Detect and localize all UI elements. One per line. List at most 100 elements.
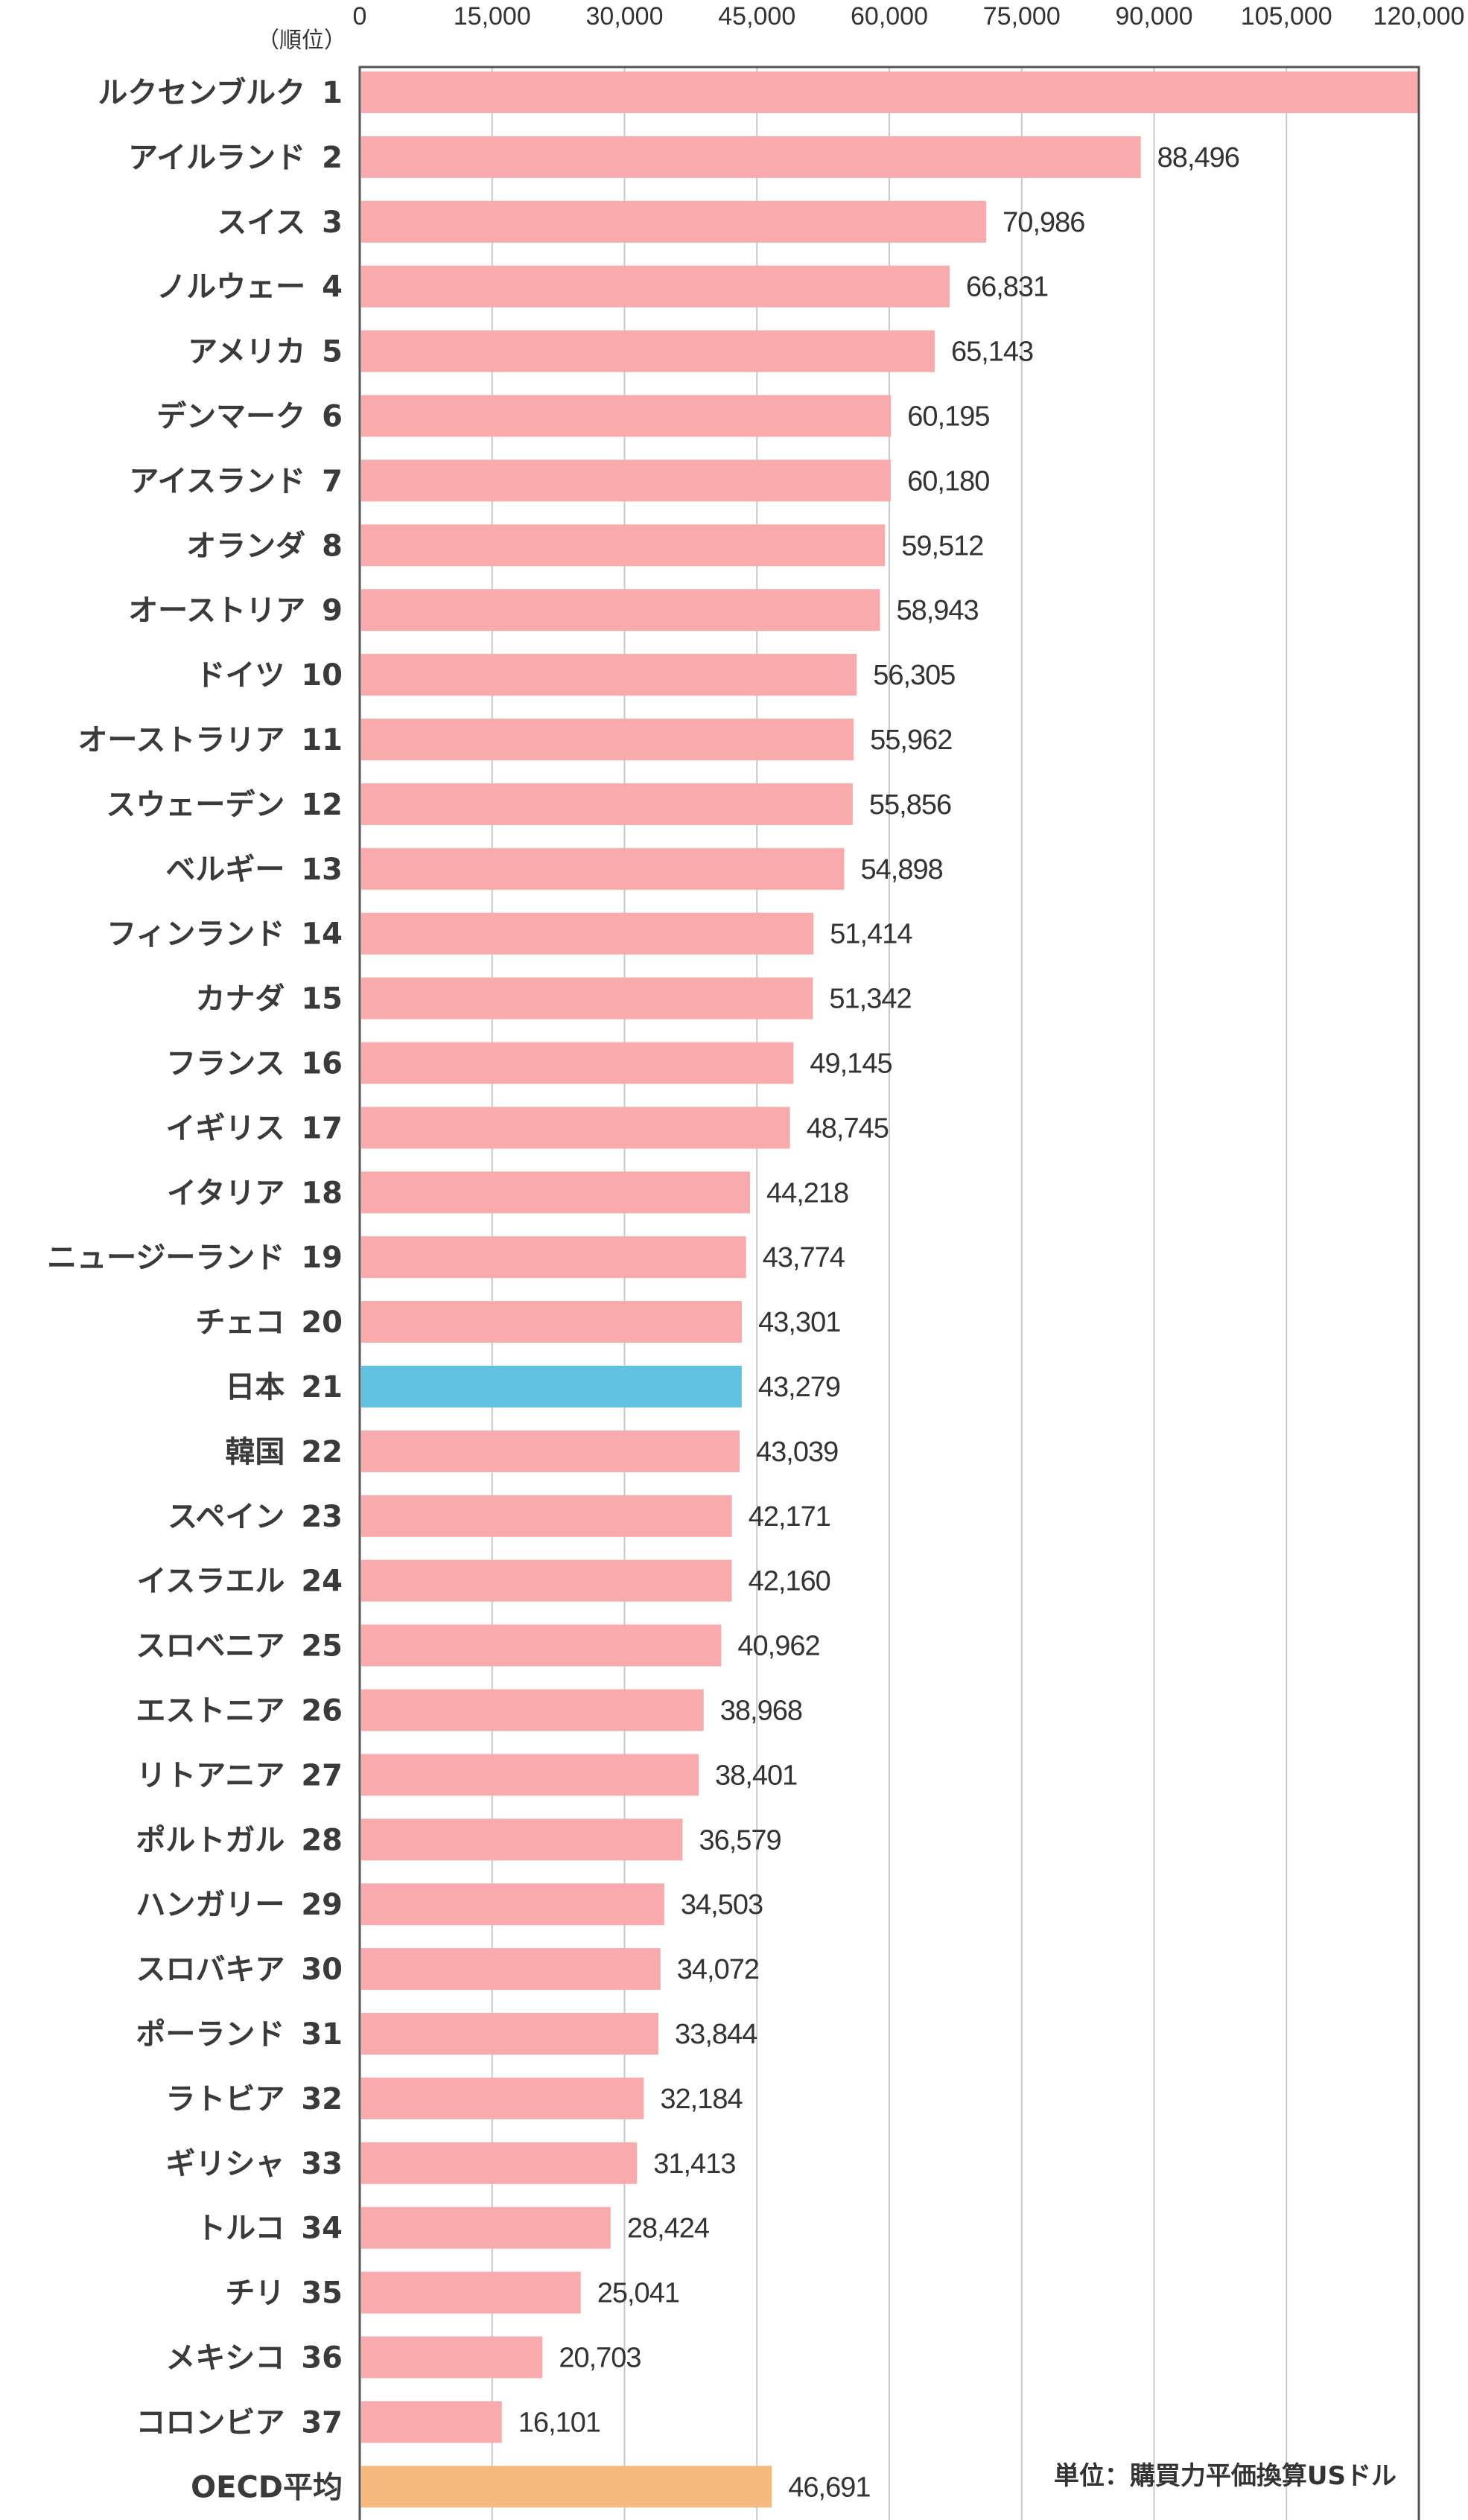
data-label: 38,968 [720, 1696, 802, 1727]
bar [361, 912, 814, 955]
data-label: 31,413 [653, 2148, 735, 2180]
country-name: デンマーク [156, 400, 305, 434]
rank-number: 7 [322, 464, 343, 498]
category-label: エストニア 26 [136, 1694, 343, 1728]
x-tick-label: 75,000 [983, 2, 1061, 31]
data-label: 16,101 [518, 2407, 600, 2438]
category-label: OECD平均 [191, 2470, 343, 2504]
bar [361, 1366, 742, 1407]
rank-number: 35 [301, 2276, 343, 2311]
bar [361, 654, 857, 696]
country-name: アイスランド [129, 464, 305, 498]
category-label: スペイン 23 [168, 1500, 343, 1534]
bar [361, 200, 987, 243]
category-label: カナダ 15 [195, 982, 343, 1016]
bar [361, 2336, 543, 2379]
data-label: 44,218 [766, 1177, 848, 1209]
country-name: ベルギー [165, 853, 285, 887]
bar [361, 524, 886, 567]
rank-number: 2 [322, 141, 343, 175]
bar [361, 977, 813, 1019]
data-label: 66,831 [966, 272, 1048, 303]
bar [361, 783, 853, 825]
rank-number: 37 [301, 2405, 343, 2440]
rank-number: 6 [322, 400, 343, 434]
data-label: 55,856 [869, 789, 951, 821]
rank-number: 8 [322, 529, 343, 563]
x-tick-label: 0 [353, 2, 367, 31]
country-name: フランス [166, 1047, 285, 1081]
data-label: 43,279 [758, 1372, 840, 1403]
category-label: 韓国 22 [225, 1435, 343, 1469]
bar [361, 330, 935, 372]
country-name: ポルトガル [136, 1823, 285, 1857]
category-label: オランダ 8 [186, 529, 343, 563]
country-name: メキシコ [165, 2341, 285, 2376]
rank-number: 25 [301, 1629, 343, 1664]
bar [361, 847, 845, 890]
category-label: スイス 3 [217, 206, 343, 240]
country-name: スウェーデン [106, 788, 285, 822]
rank-number: 16 [301, 1047, 343, 1081]
data-label: 32,184 [660, 2084, 743, 2115]
bar [361, 2142, 638, 2184]
rank-number: 22 [301, 1435, 343, 1469]
country-name: コロンビア [136, 2405, 285, 2440]
x-tick-label: 105,000 [1241, 2, 1332, 31]
country-name: オランダ [186, 529, 305, 563]
country-name: オーストラリア [77, 723, 285, 757]
country-name: ポーランド [136, 2017, 285, 2052]
x-tick-label: 120,000 [1373, 2, 1465, 31]
country-name: ドイツ [195, 658, 285, 693]
category-label: オーストリア 9 [128, 594, 343, 628]
unit-label: 単位：購買力平価換算USドル [1054, 2461, 1396, 2491]
rank-number: 32 [301, 2082, 343, 2116]
category-label: ポーランド 31 [136, 2017, 343, 2052]
country-name: アイルランド [128, 141, 305, 175]
data-label: 43,039 [756, 1436, 838, 1468]
data-label: 54,898 [861, 854, 943, 885]
rank-number: 24 [301, 1565, 343, 1599]
country-name: イタリア [167, 1176, 285, 1210]
bar [361, 1689, 704, 1731]
data-label: 55,962 [870, 725, 952, 756]
data-label: 25,041 [597, 2278, 679, 2309]
country-name: イギリス [165, 1111, 285, 1145]
bar [361, 1301, 743, 1343]
data-label: 42,160 [749, 1566, 830, 1597]
bar [361, 2401, 502, 2443]
data-label: 34,503 [681, 1889, 763, 1921]
data-label: 43,774 [763, 1242, 845, 1273]
category-label: イタリア 18 [167, 1176, 343, 1210]
country-name: 日本 [225, 1370, 285, 1404]
data-label: 46,691 [788, 2472, 870, 2503]
data-label: 58,943 [896, 595, 978, 626]
x-tick-label: 30,000 [586, 2, 664, 31]
country-name: OECD平均 [191, 2470, 343, 2504]
category-label: フィンランド 14 [107, 917, 343, 952]
rank-column-header: （順位） [257, 28, 346, 54]
rank-number: 26 [301, 1694, 343, 1728]
category-label: コロンビア 37 [136, 2405, 343, 2440]
rank-number: 34 [301, 2212, 343, 2246]
category-label: 日本 21 [225, 1370, 343, 1404]
category-label: メキシコ 36 [165, 2341, 343, 2376]
bar [361, 1042, 794, 1084]
bar [361, 1107, 790, 1149]
rank-number: 11 [301, 723, 343, 757]
data-label: 36,579 [699, 1824, 781, 1856]
country-name: トルコ [196, 2212, 285, 2246]
bar [361, 1819, 683, 1861]
bar [361, 1236, 746, 1279]
data-label: 33,844 [675, 2019, 757, 2050]
bar [361, 1948, 661, 1991]
x-tick-label: 45,000 [718, 2, 795, 31]
bar [361, 265, 950, 308]
rank-number: 29 [301, 1888, 343, 1922]
rank-number: 20 [301, 1305, 343, 1340]
rank-number: 28 [301, 1823, 343, 1857]
country-name: スイス [217, 206, 305, 240]
category-label: イギリス 17 [165, 1111, 343, 1145]
category-label: リトアニア 27 [136, 1758, 343, 1792]
bar [361, 2077, 644, 2119]
